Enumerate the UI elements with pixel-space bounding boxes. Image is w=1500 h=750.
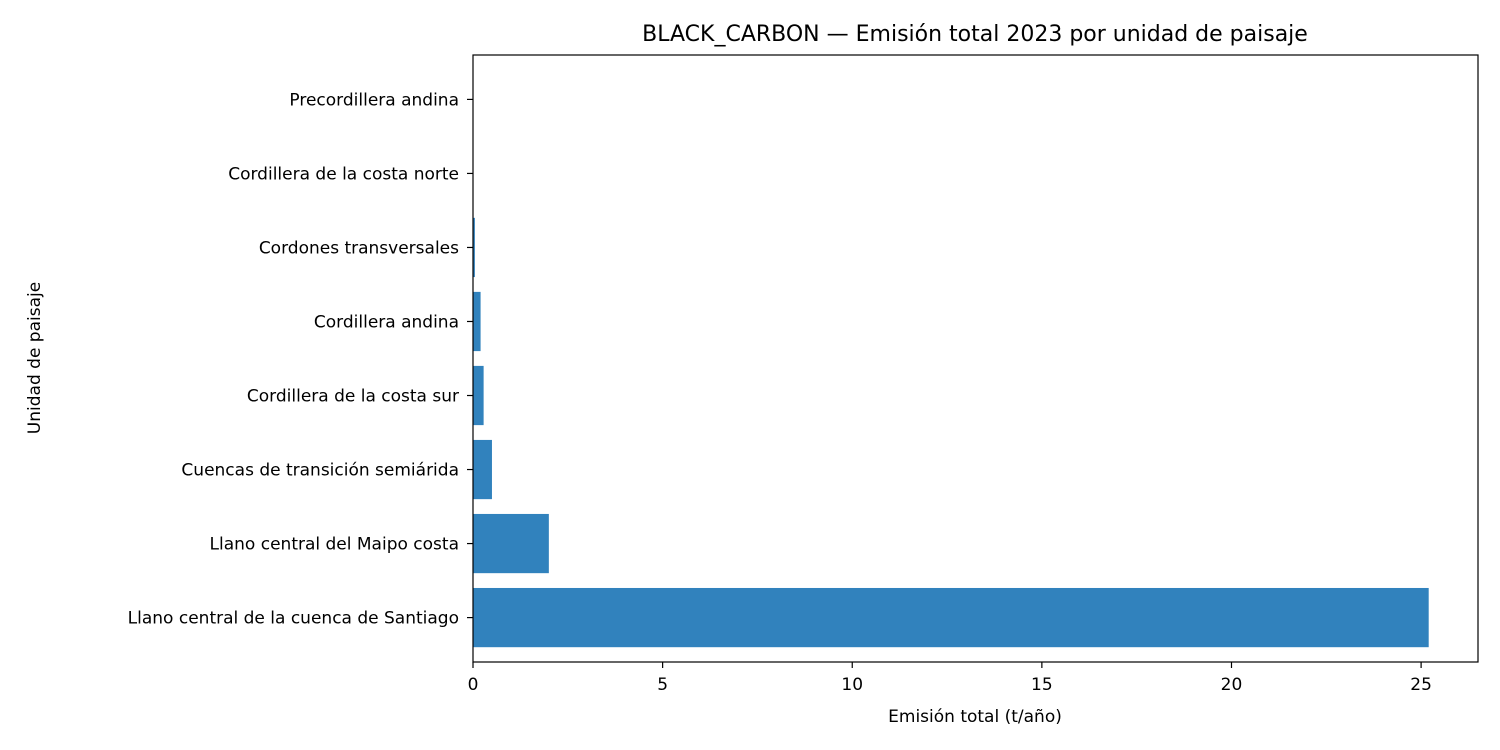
x-axis-ticks: 0 5 10 15 20 25 — [468, 662, 1432, 695]
y-axis-label: Unidad de paisaje — [25, 282, 45, 434]
bar — [473, 439, 492, 500]
bar — [473, 365, 484, 426]
y-axis-ticks: Llano central de la cuenca de Santiago Ll… — [128, 90, 473, 629]
x-tick-label: 5 — [657, 675, 668, 695]
chart-title: BLACK_CARBON — Emisión total 2023 por un… — [642, 22, 1308, 47]
y-tick-label: Cordones transversales — [259, 238, 459, 258]
bars-group — [473, 69, 1429, 648]
bar — [473, 291, 481, 352]
x-tick-label: 10 — [841, 675, 863, 695]
bar — [473, 217, 475, 278]
x-tick-label: 20 — [1221, 675, 1243, 695]
bar — [473, 587, 1429, 648]
plot-frame — [472, 54, 1479, 663]
y-tick-label: Cordillera de la costa norte — [228, 164, 459, 184]
x-tick-label: 15 — [1031, 675, 1053, 695]
y-tick-label: Cuencas de transición semiárida — [181, 461, 459, 481]
y-tick-label: Llano central del Maipo costa — [210, 535, 459, 555]
bar — [473, 513, 549, 574]
x-tick-label: 0 — [468, 675, 479, 695]
x-axis-label: Emisión total (t/año) — [888, 707, 1062, 727]
y-tick-label: Cordillera andina — [314, 312, 459, 332]
y-tick-label: Precordillera andina — [289, 90, 459, 110]
x-tick-label: 25 — [1410, 675, 1432, 695]
y-tick-label: Llano central de la cuenca de Santiago — [128, 609, 459, 629]
y-tick-label: Cordillera de la costa sur — [247, 387, 459, 407]
